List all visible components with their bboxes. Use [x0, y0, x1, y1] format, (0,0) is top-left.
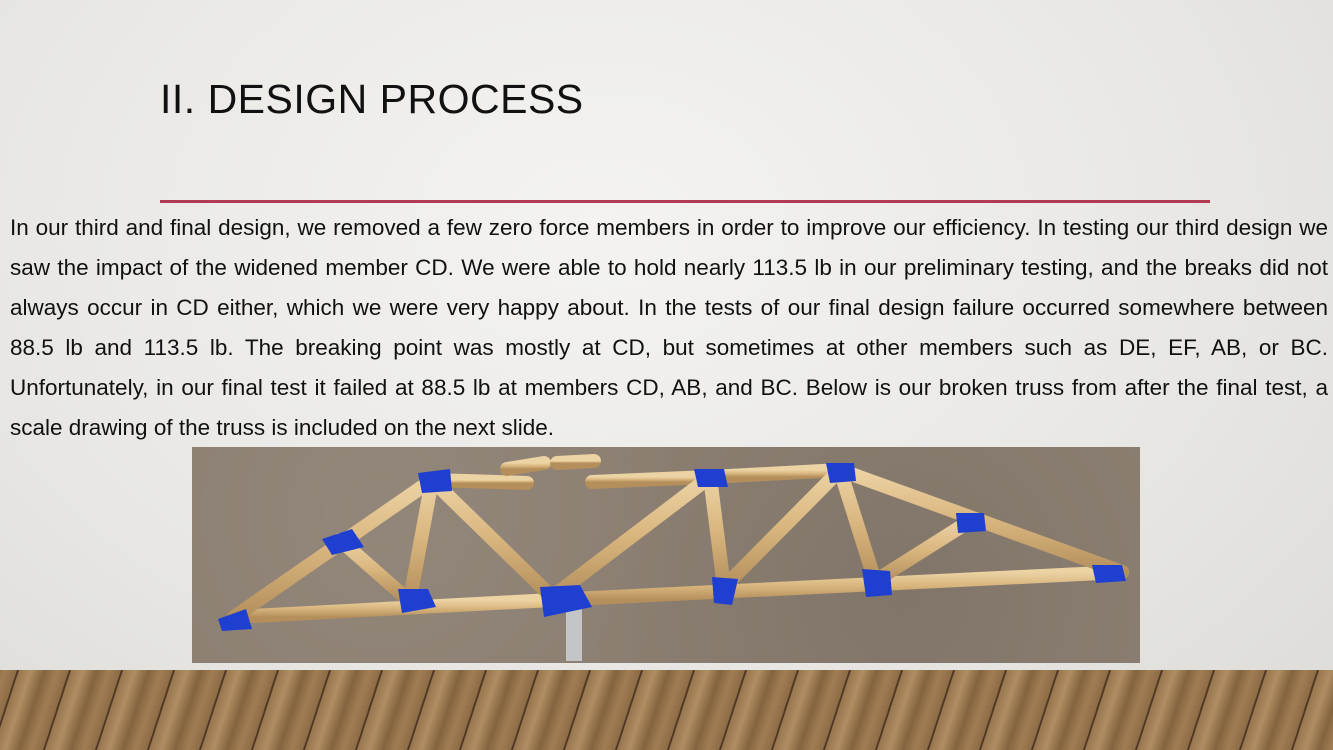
- broken-truss-image: [218, 454, 1129, 661]
- slide-title: II. DESIGN PROCESS: [160, 76, 584, 122]
- floor-planks: [0, 670, 1333, 750]
- tape-strip: [566, 599, 582, 661]
- truss-photo: [192, 447, 1140, 663]
- truss-members: [227, 454, 1129, 624]
- wood-floor: [0, 670, 1333, 750]
- slide-body-text: In our third and final design, we remove…: [10, 215, 1328, 440]
- title-divider: [160, 200, 1210, 203]
- gusset-plates: [218, 463, 1126, 631]
